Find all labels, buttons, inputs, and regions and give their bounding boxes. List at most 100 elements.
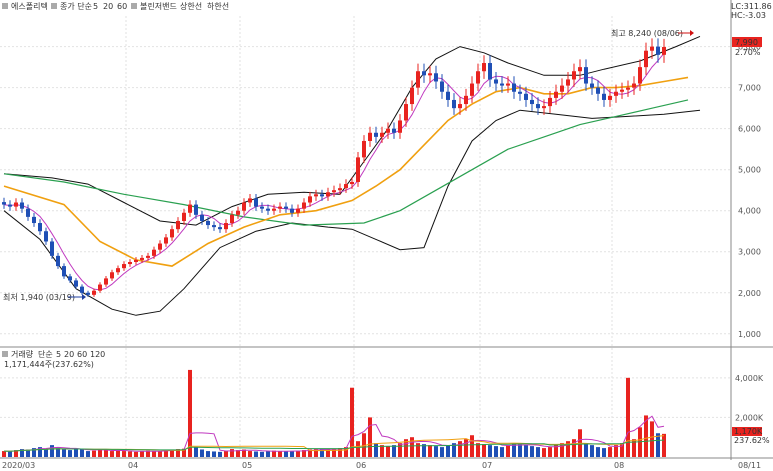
volume-ma-label: 단순 xyxy=(38,349,53,359)
candle-body xyxy=(80,286,84,293)
volume-bar xyxy=(14,450,18,457)
volume-bar xyxy=(272,450,276,457)
candle-body xyxy=(92,290,96,295)
candle-body xyxy=(392,128,396,133)
candle-body xyxy=(530,99,534,105)
x-tick-label: 07 xyxy=(482,461,492,470)
price-tick-label: 4,000 xyxy=(738,207,761,216)
candle-body xyxy=(560,85,564,92)
volume-bar xyxy=(512,443,516,457)
candle-body xyxy=(620,89,624,92)
candle-body xyxy=(116,268,120,273)
candle-body xyxy=(194,204,198,215)
volume-bar xyxy=(386,446,390,457)
candle-body xyxy=(518,91,522,94)
candle-body xyxy=(158,243,162,250)
candle-body xyxy=(590,83,594,88)
candle-body xyxy=(452,99,456,109)
volume-bar xyxy=(572,439,576,457)
candle-body xyxy=(188,204,192,213)
price-badge: 7,990 2.70% xyxy=(732,37,762,57)
volume-bar xyxy=(476,443,480,457)
candle-body xyxy=(326,192,330,197)
bollinger-legend: 볼린저밴드 xyxy=(140,1,177,11)
volume-bar xyxy=(398,443,402,457)
volume-bar xyxy=(128,451,132,457)
volume-bar xyxy=(116,450,120,457)
price-y-axis: 1,000 2,000 3,000 4,000 5,000 6,000 7,000 8,000 xyxy=(738,43,761,339)
candle-body xyxy=(524,93,528,100)
volume-bar xyxy=(194,447,198,457)
volume-bar xyxy=(248,451,252,457)
candle-body xyxy=(20,202,24,209)
volume-bar xyxy=(590,445,594,457)
volume-bar xyxy=(212,451,216,457)
volume-bar xyxy=(218,451,222,457)
volume-bar xyxy=(266,451,270,457)
volume-bar xyxy=(290,451,294,457)
volume-bar xyxy=(170,449,174,457)
volume-bar xyxy=(596,447,600,457)
volume-bar xyxy=(608,447,612,457)
volume-bar xyxy=(200,449,204,457)
volume-bar xyxy=(236,450,240,457)
volume-bar xyxy=(50,445,54,457)
volume-bar xyxy=(296,450,300,457)
volume-tick-label: 2,000K xyxy=(735,413,764,422)
candle-body xyxy=(176,220,180,230)
volume-bar xyxy=(2,451,6,457)
candle-body xyxy=(278,206,282,209)
hc-label: HC:-3.03 xyxy=(731,11,766,20)
x-tick-label: 04 xyxy=(128,461,138,470)
price-badge-value: 7,990 xyxy=(735,38,758,47)
volume-bar xyxy=(86,451,90,457)
price-tick-label: 6,000 xyxy=(738,125,761,134)
candle-body xyxy=(440,81,444,92)
candle-body xyxy=(2,202,6,205)
candle-body xyxy=(32,216,36,224)
candle-body xyxy=(86,292,90,295)
low-annotation-label: 최저 1,940 (03/19) xyxy=(3,292,75,302)
legend-bullet-icon xyxy=(2,3,8,9)
volume-bar xyxy=(602,448,606,457)
volume-bar xyxy=(452,443,456,457)
volume-ma5-line xyxy=(3,415,665,452)
candle-body xyxy=(662,47,666,55)
volume-bar xyxy=(176,449,180,457)
volume-bar xyxy=(560,443,564,457)
volume-bar xyxy=(158,451,162,457)
volume-bar xyxy=(368,417,372,457)
candle-body xyxy=(656,46,660,55)
candle-body xyxy=(182,212,186,221)
candle-body xyxy=(596,87,600,94)
candle-body xyxy=(170,229,174,238)
candle-body xyxy=(152,249,156,256)
volume-tick-label: 4,000K xyxy=(735,374,764,383)
volume-bar xyxy=(404,439,408,457)
candle-body xyxy=(26,208,30,217)
candle-body xyxy=(464,95,468,105)
volume-bar xyxy=(374,443,378,457)
vol-ma5-legend: 5 xyxy=(56,350,61,359)
candle-body xyxy=(488,63,492,80)
volume-bar xyxy=(614,445,618,457)
volume-bar xyxy=(650,421,654,457)
volume-bar xyxy=(392,445,396,457)
candle-body xyxy=(644,50,648,68)
candle-body xyxy=(368,132,372,141)
volume-bar xyxy=(644,415,648,457)
volume-bar xyxy=(410,437,414,457)
vol-ma120-legend: 120 xyxy=(90,350,105,359)
volume-bar xyxy=(356,441,360,457)
candle-body xyxy=(266,208,270,211)
price-tick-label: 8,000 xyxy=(738,43,761,52)
volume-bar xyxy=(98,449,102,457)
candle-body xyxy=(344,184,348,189)
volume-bar xyxy=(260,451,264,457)
x-tick-label: 05 xyxy=(242,461,252,470)
legend-bullet-icon xyxy=(51,3,57,9)
volume-badge-box xyxy=(732,427,762,436)
volume-bar xyxy=(662,433,666,457)
